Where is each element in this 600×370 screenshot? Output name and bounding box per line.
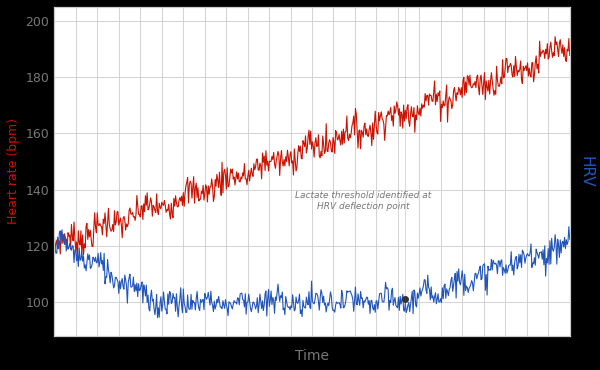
X-axis label: Time: Time: [295, 349, 329, 363]
Text: Lactate threshold identified at
HRV deflection point: Lactate threshold identified at HRV defl…: [295, 191, 431, 211]
Y-axis label: Heart rate (bpm): Heart rate (bpm): [7, 118, 20, 224]
Y-axis label: HRV: HRV: [578, 156, 593, 187]
